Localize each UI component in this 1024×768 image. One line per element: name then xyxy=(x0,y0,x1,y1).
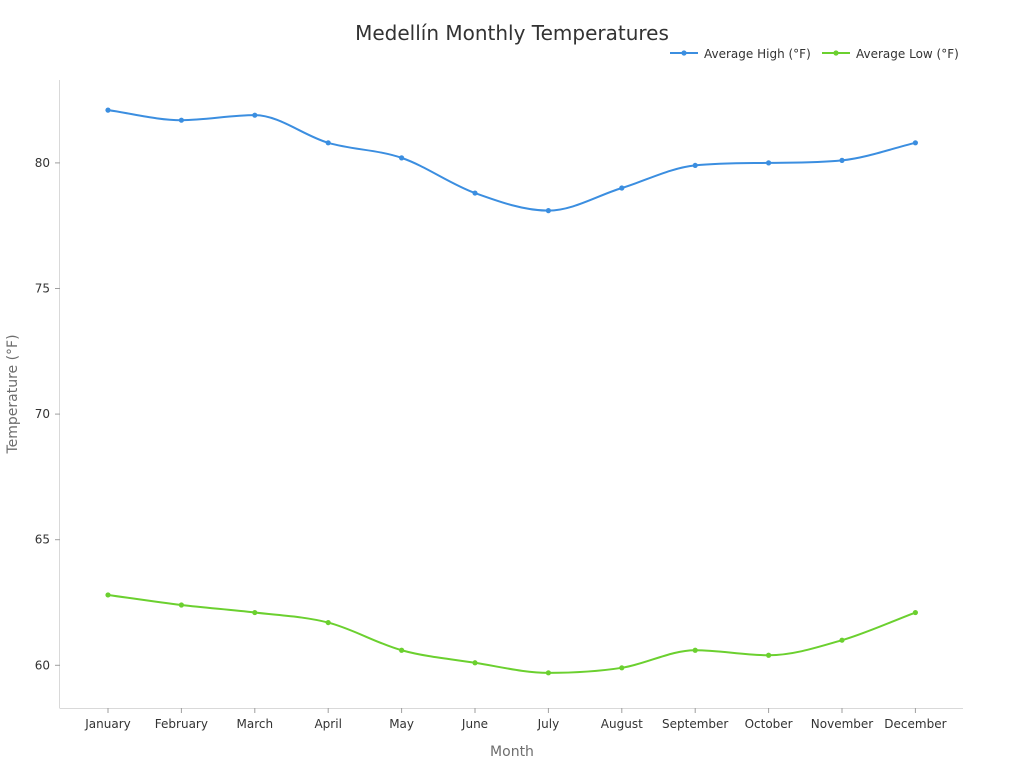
data-point[interactable] xyxy=(178,117,184,123)
data-point[interactable] xyxy=(399,155,405,161)
data-point[interactable] xyxy=(912,140,919,146)
x-tick-label: July xyxy=(537,717,560,731)
y-tick-label: 80 xyxy=(35,156,50,170)
data-point[interactable] xyxy=(692,647,698,653)
data-point[interactable] xyxy=(252,609,258,616)
series-layer xyxy=(105,107,919,676)
series-average-low xyxy=(105,592,919,676)
legend-label: Average High (°F) xyxy=(704,47,811,61)
y-axis-ticks: 60 65 70 75 80 xyxy=(35,156,60,672)
data-point[interactable] xyxy=(545,670,552,676)
data-point[interactable] xyxy=(252,112,258,118)
data-point[interactable] xyxy=(325,140,331,146)
x-tick-label: August xyxy=(601,717,643,731)
x-tick-label: October xyxy=(745,717,793,731)
legend: Average High (°F) Average Low (°F) xyxy=(670,47,959,61)
legend-swatch-marker xyxy=(681,50,687,56)
y-axis-title: Temperature (°F) xyxy=(5,334,21,454)
data-point[interactable] xyxy=(325,619,331,626)
data-point[interactable] xyxy=(619,185,625,191)
x-tick-label: June xyxy=(461,717,488,731)
data-point[interactable] xyxy=(472,660,478,666)
x-tick-label: February xyxy=(155,717,208,731)
data-point[interactable] xyxy=(545,208,552,214)
y-tick-label: 70 xyxy=(35,407,50,421)
y-tick-label: 65 xyxy=(35,533,50,547)
data-point[interactable] xyxy=(472,190,478,196)
x-tick-label: September xyxy=(662,717,728,731)
x-tick-label: March xyxy=(237,717,274,731)
data-point[interactable] xyxy=(692,162,698,169)
data-point[interactable] xyxy=(105,107,111,113)
x-tick-label: April xyxy=(314,717,341,731)
data-point[interactable] xyxy=(619,665,625,671)
data-point[interactable] xyxy=(839,157,845,163)
legend-swatch-marker xyxy=(833,50,839,56)
legend-item[interactable]: Average Low (°F) xyxy=(822,47,959,61)
data-point[interactable] xyxy=(399,647,405,653)
data-point[interactable] xyxy=(766,160,772,166)
chart-title: Medellín Monthly Temperatures xyxy=(355,21,669,45)
x-tick-label: January xyxy=(84,717,131,731)
data-point[interactable] xyxy=(839,637,845,643)
data-point[interactable] xyxy=(912,609,919,616)
series-line xyxy=(107,109,916,212)
series-line xyxy=(107,593,916,674)
x-axis-title: Month xyxy=(490,744,534,760)
legend-label: Average Low (°F) xyxy=(856,47,959,61)
data-point[interactable] xyxy=(178,602,184,608)
x-tick-label: May xyxy=(389,717,414,731)
x-tick-label: November xyxy=(811,717,873,731)
x-axis-ticks: January February March April May June July Augu… xyxy=(84,708,947,731)
series-average-high xyxy=(105,107,919,214)
legend-item[interactable]: Average High (°F) xyxy=(670,47,811,61)
y-tick-label: 60 xyxy=(35,658,50,672)
data-point[interactable] xyxy=(105,592,111,598)
x-tick-label: December xyxy=(884,717,946,731)
data-point[interactable] xyxy=(766,652,772,658)
y-tick-label: 75 xyxy=(35,281,50,295)
